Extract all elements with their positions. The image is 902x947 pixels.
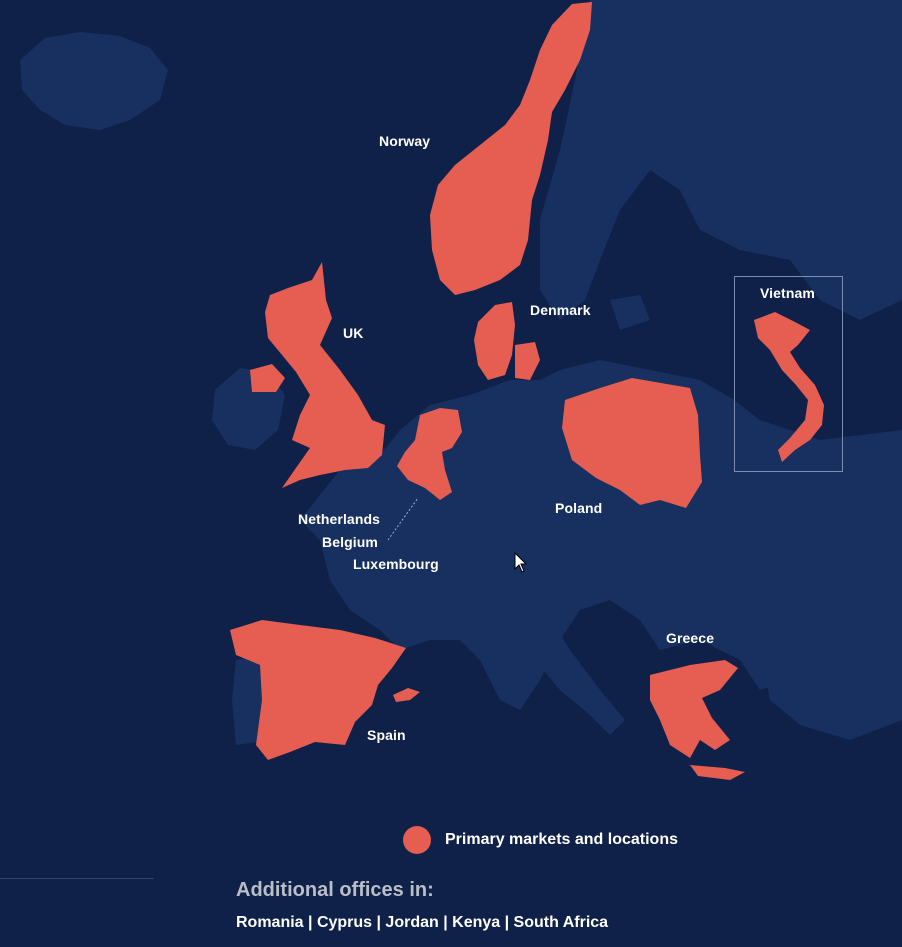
legend-label: Primary markets and locations: [445, 831, 678, 848]
divider-line: [0, 878, 154, 879]
iceland-shape: [20, 32, 168, 130]
uk-shape: [265, 262, 385, 488]
spain-shape: [230, 620, 406, 760]
background-land: [20, 0, 902, 745]
primary-markets: [230, 2, 824, 780]
label-belgium: Belgium: [322, 534, 378, 550]
label-poland: Poland: [555, 500, 603, 516]
label-netherlands: Netherlands: [298, 511, 381, 527]
vietnam-inset-frame: [734, 276, 843, 472]
additional-offices-title: Additional offices in:: [236, 879, 434, 901]
denmark-islands-shape: [515, 342, 540, 380]
mouse-pointer-icon: [514, 552, 528, 573]
label-luxembourg: Luxembourg: [353, 556, 439, 572]
legend-swatch: [403, 826, 431, 854]
map-legend: Primary markets and locations: [403, 826, 678, 854]
poland-shape: [562, 378, 702, 508]
mainland-europe-shape: [300, 360, 902, 730]
label-spain: Spain: [367, 727, 406, 743]
label-denmark: Denmark: [530, 302, 591, 318]
luxembourg-leader-line: [387, 497, 419, 541]
label-greece: Greece: [666, 630, 715, 646]
crete-shape: [690, 765, 745, 780]
baltic-island-shape: [610, 295, 650, 330]
northern-ireland-shape: [250, 364, 285, 392]
label-uk: UK: [343, 325, 364, 341]
greece-shape: [650, 660, 738, 758]
norway-shape: [430, 2, 592, 295]
label-vietnam: Vietnam: [760, 285, 815, 301]
additional-offices-list: Romania | Cyprus | Jordan | Kenya | Sout…: [236, 914, 609, 931]
balearic-islands-shape: [393, 688, 420, 702]
label-norway: Norway: [379, 133, 431, 149]
portugal-shape: [232, 655, 265, 745]
vietnam-shape: [754, 312, 824, 462]
scandinavia-east-shape: [540, 0, 902, 320]
denmark-shape: [474, 302, 515, 380]
benelux-shape: [397, 408, 462, 500]
italy-shape: [515, 600, 625, 735]
turkey-shape: [760, 620, 902, 740]
